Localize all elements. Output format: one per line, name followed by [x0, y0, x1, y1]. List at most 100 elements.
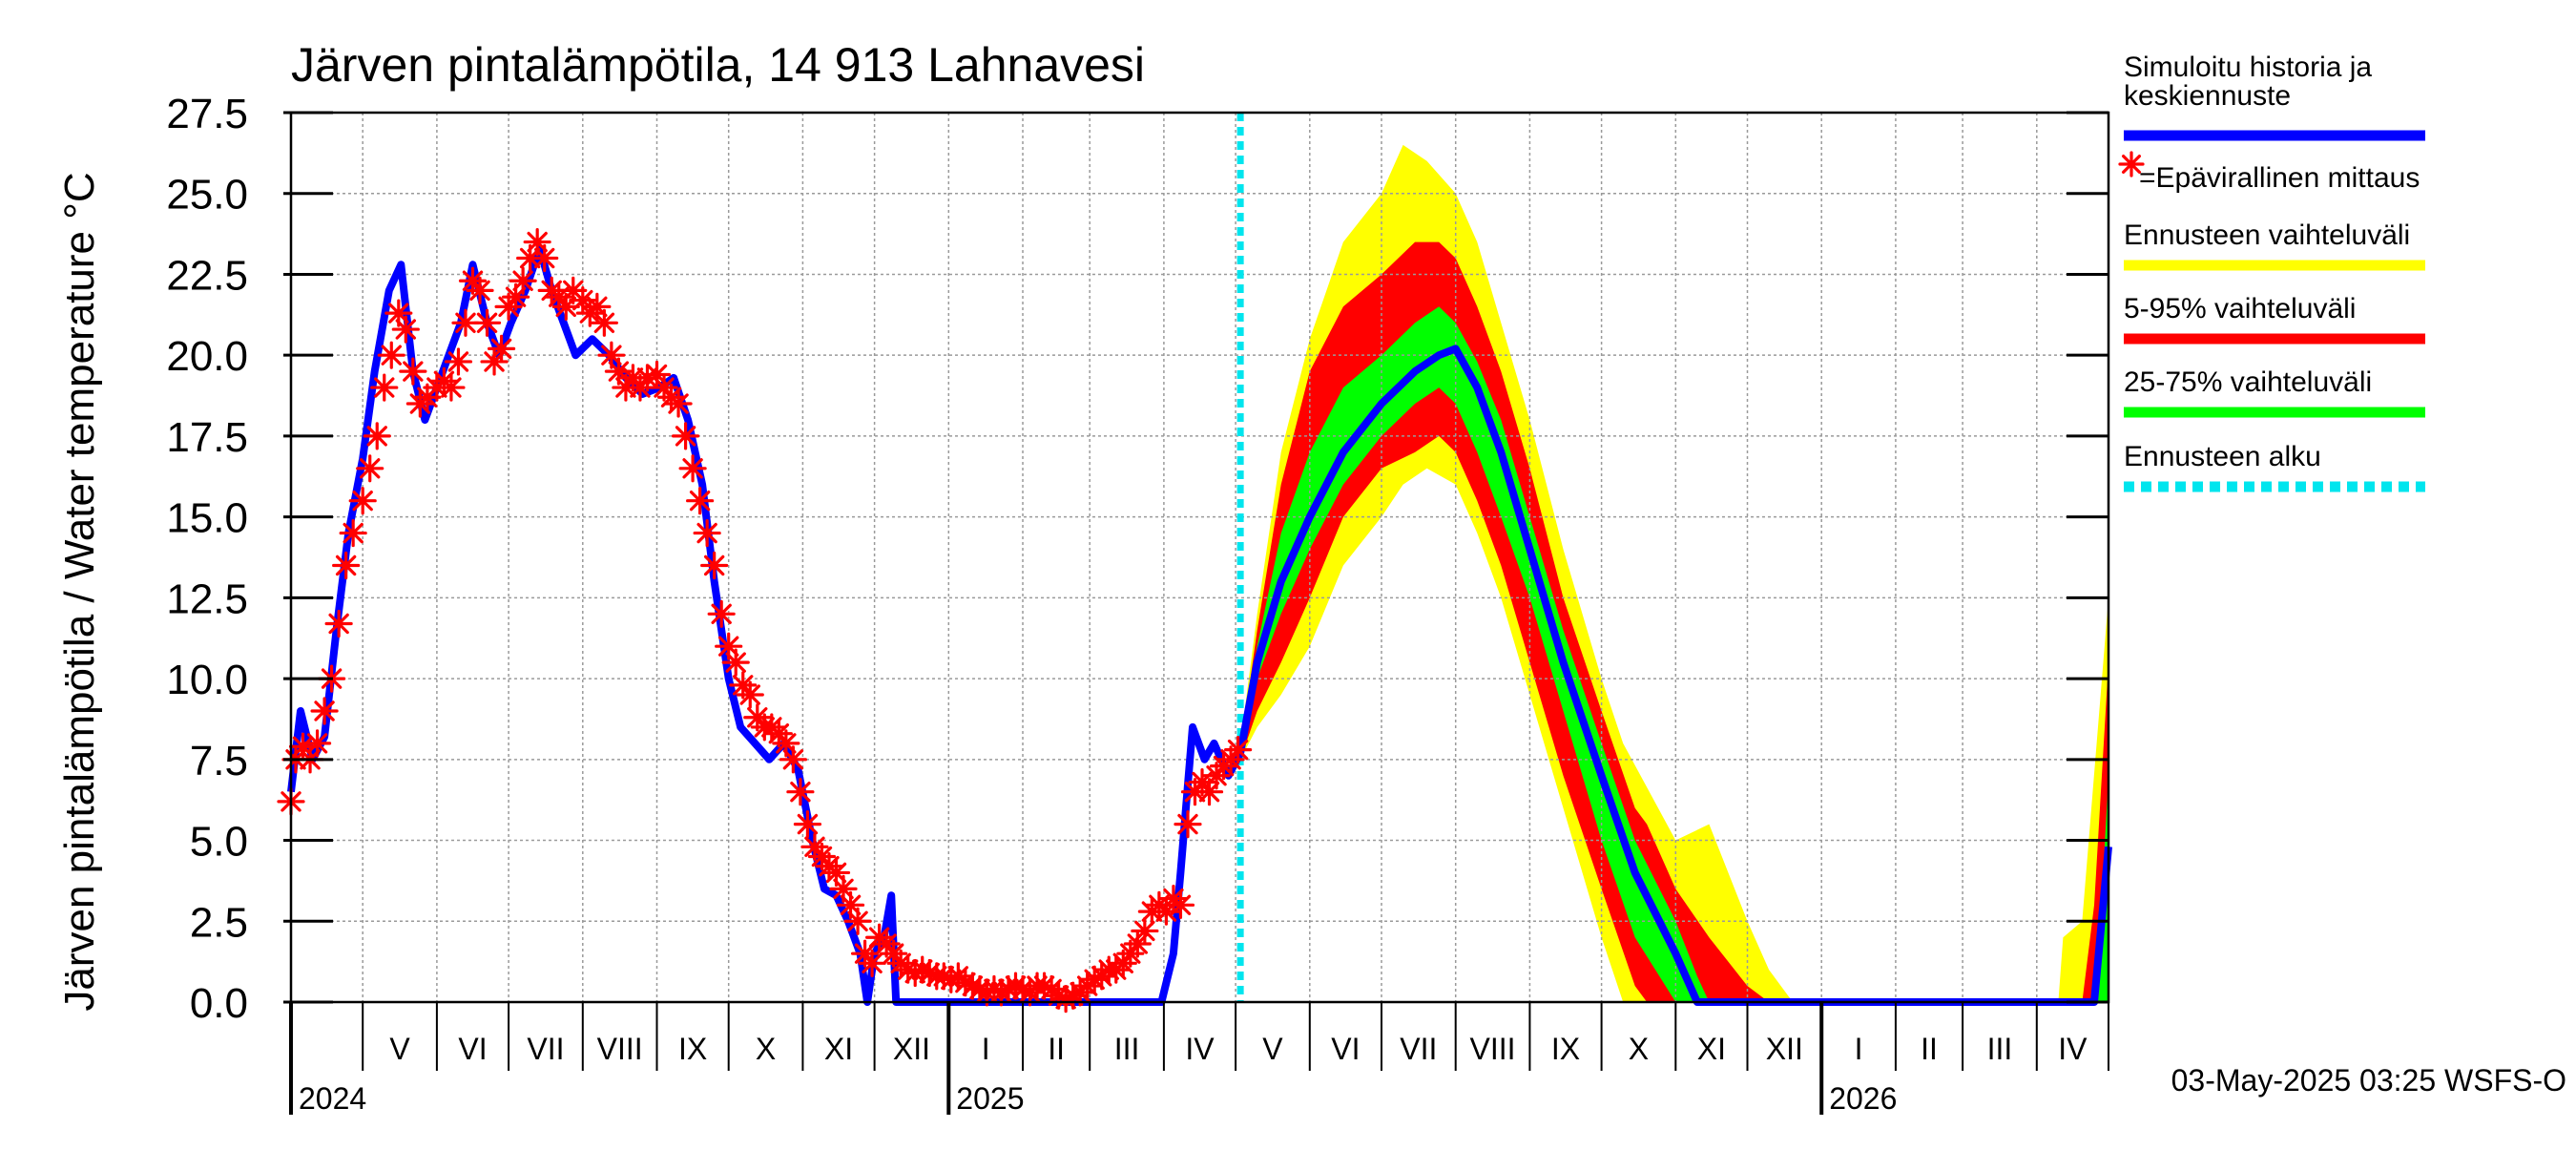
measurement-point [348, 487, 377, 515]
measurement-point [901, 958, 929, 988]
month-label: IV [2058, 1032, 2088, 1066]
month-label: VIII [597, 1032, 643, 1066]
measurement-point [980, 974, 1008, 1004]
month-label: VII [1400, 1032, 1437, 1066]
month-label: XII [893, 1032, 930, 1066]
measurement-point [1116, 939, 1145, 968]
measurement-point [729, 671, 758, 700]
measurement-point [707, 599, 736, 628]
measurement-point [377, 341, 405, 369]
month-label: V [1262, 1032, 1283, 1066]
y-tick-label: 25.0 [166, 172, 248, 219]
measurement-point [1180, 778, 1210, 806]
measurement-point [618, 364, 648, 392]
measurement-point [958, 972, 987, 1000]
measurement-point [671, 422, 700, 450]
measurement-point [937, 965, 966, 993]
measurement-point [437, 373, 466, 402]
footer-timestamp: 03-May-2025 03:25 WSFS-O [2171, 1063, 2566, 1098]
measurement-point [530, 243, 559, 273]
legend-label: Ennusteen alku [2124, 441, 2321, 472]
legend-asterisk-icon [2118, 151, 2145, 178]
measurement-point [987, 978, 1016, 1007]
y-tick-label: 7.5 [190, 738, 248, 784]
measurement-point [1202, 762, 1231, 790]
measurement-point [807, 842, 837, 871]
legend-label: 25-75% vaihteluväli [2124, 366, 2372, 398]
measurement-point [458, 266, 488, 295]
y-tick-label: 5.0 [190, 819, 248, 866]
band-1 [1240, 241, 2109, 1003]
month-label: VII [527, 1032, 564, 1066]
year-label: 2025 [956, 1081, 1024, 1116]
measurement-point [1152, 897, 1181, 926]
year-label: 2026 [1829, 1081, 1897, 1116]
month-label: IX [1551, 1032, 1580, 1066]
measurement-point [821, 858, 851, 888]
measurement-point [384, 299, 413, 327]
measurement-point [1166, 890, 1195, 919]
measurement-point [494, 292, 523, 321]
measurement-point [370, 373, 399, 402]
y-tick-label: 17.5 [166, 414, 248, 461]
measurement-point [310, 697, 339, 725]
measurement-point [1224, 736, 1253, 764]
measurement-point [1216, 745, 1245, 774]
measurement-point [356, 454, 384, 483]
plot-frame [289, 111, 2110, 1004]
measurement-point [626, 373, 654, 402]
measurement-point [1045, 981, 1073, 1010]
y-tick-label: 22.5 [166, 252, 248, 299]
measurement-point [1123, 930, 1152, 958]
y-tick-label: 12.5 [166, 575, 248, 622]
measurement-point [480, 347, 509, 376]
measurement-point [858, 949, 886, 977]
axes: 0.0 2.5 5.0 7.5 10.0 12.5 15.0 17.5 20.0 22.5 25.0… [166, 91, 2110, 1116]
month-label: III [1987, 1032, 2013, 1066]
month-label: XI [824, 1032, 853, 1066]
y-tick-label: 27.5 [166, 91, 248, 137]
measurement-point [800, 832, 829, 861]
month-label: IX [678, 1032, 707, 1066]
measurement-point [872, 930, 901, 958]
measurement-point [843, 907, 872, 935]
measurement-point [693, 518, 721, 548]
measurement-point [545, 282, 573, 311]
legend-label: Ennusteen vaihteluväli [2124, 220, 2410, 251]
measurement-point [1080, 965, 1109, 993]
month-label: XII [1766, 1032, 1803, 1066]
measurement-point [339, 518, 367, 548]
measurement-point [332, 551, 361, 580]
measurement-point [1131, 916, 1159, 946]
measurement-point [650, 373, 678, 402]
measurement-point [850, 939, 880, 968]
measurement-point [487, 334, 516, 364]
month-label: IV [1185, 1032, 1215, 1066]
measurement-point [793, 810, 822, 839]
month-label: VIII [1470, 1032, 1516, 1066]
measurement-point [715, 632, 743, 660]
measurement-point [1051, 985, 1080, 1014]
measurement-point [1174, 810, 1202, 839]
measurement-point [551, 292, 580, 321]
measurement-point [288, 732, 318, 761]
month-label: VI [458, 1032, 487, 1066]
measurement-point [721, 648, 750, 677]
y-tick-label: 10.0 [166, 657, 248, 703]
measurement-point [444, 347, 473, 376]
measurement-point [399, 357, 427, 386]
measurement-point [929, 962, 958, 991]
measurement-point [509, 266, 537, 295]
y-tick-label: 15.0 [166, 495, 248, 542]
measurement-point [894, 955, 923, 984]
y-axis-label: Järven pintalämpötila / Water temperatur… [56, 172, 103, 1011]
measurement-point [686, 487, 715, 515]
measurement-point [764, 720, 793, 748]
measurement-point [1195, 778, 1224, 806]
measurement-point [472, 308, 502, 337]
month-label: X [756, 1032, 776, 1066]
y-tick-label: 0.0 [190, 980, 248, 1027]
month-label: I [982, 1032, 990, 1066]
